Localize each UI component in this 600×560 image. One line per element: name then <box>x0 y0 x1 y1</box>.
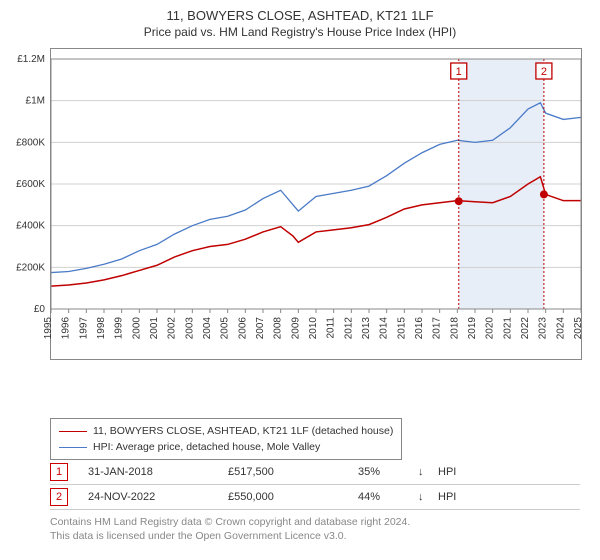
footer-attribution: Contains HM Land Registry data © Crown c… <box>50 515 410 543</box>
event-vs: HPI <box>438 466 456 478</box>
event-date: 24-NOV-2022 <box>88 491 228 503</box>
arrow-down-icon: ↓ <box>418 491 438 503</box>
svg-text:2005: 2005 <box>220 317 231 340</box>
event-pct: 35% <box>358 466 418 478</box>
svg-text:£600K: £600K <box>16 179 45 190</box>
legend: 11, BOWYERS CLOSE, ASHTEAD, KT21 1LF (de… <box>50 418 402 460</box>
svg-text:£400K: £400K <box>16 221 45 232</box>
svg-text:2012: 2012 <box>343 317 354 340</box>
event-table: 1 31-JAN-2018 £517,500 35% ↓ HPI 2 24-NO… <box>50 460 580 510</box>
svg-text:2020: 2020 <box>485 317 496 340</box>
chart-title: 11, BOWYERS CLOSE, ASHTEAD, KT21 1LF <box>0 0 600 23</box>
svg-text:2013: 2013 <box>361 317 372 340</box>
event-marker-box: 1 <box>50 463 68 481</box>
svg-text:2018: 2018 <box>449 317 460 340</box>
legend-swatch <box>59 431 87 432</box>
svg-text:2022: 2022 <box>520 317 531 340</box>
event-marker-box: 2 <box>50 488 68 506</box>
svg-text:2021: 2021 <box>502 317 513 340</box>
event-vs: HPI <box>438 491 456 503</box>
svg-text:2004: 2004 <box>202 317 213 340</box>
event-price: £517,500 <box>228 466 358 478</box>
svg-text:1999: 1999 <box>114 317 125 340</box>
arrow-down-icon: ↓ <box>418 466 438 478</box>
chart-container: 11, BOWYERS CLOSE, ASHTEAD, KT21 1LF Pri… <box>0 0 600 560</box>
plot-area: £0£200K£400K£600K£800K£1M£1.2M1995199619… <box>50 48 582 360</box>
footer-line: This data is licensed under the Open Gov… <box>50 529 410 543</box>
svg-text:2002: 2002 <box>167 317 178 340</box>
svg-text:2019: 2019 <box>467 317 478 340</box>
svg-text:2025: 2025 <box>573 317 584 340</box>
legend-label: 11, BOWYERS CLOSE, ASHTEAD, KT21 1LF (de… <box>93 423 393 439</box>
svg-text:2011: 2011 <box>326 317 337 339</box>
svg-text:1998: 1998 <box>96 317 107 340</box>
svg-text:2003: 2003 <box>184 317 195 340</box>
event-row: 1 31-JAN-2018 £517,500 35% ↓ HPI <box>50 460 580 485</box>
event-pct: 44% <box>358 491 418 503</box>
svg-text:2006: 2006 <box>237 317 248 340</box>
svg-text:2001: 2001 <box>149 317 160 340</box>
svg-text:2024: 2024 <box>555 317 566 340</box>
svg-text:2016: 2016 <box>414 317 425 340</box>
legend-item: HPI: Average price, detached house, Mole… <box>59 439 393 455</box>
event-price: £550,000 <box>228 491 358 503</box>
legend-label: HPI: Average price, detached house, Mole… <box>93 439 320 455</box>
svg-text:£1M: £1M <box>26 96 45 107</box>
svg-text:2009: 2009 <box>290 317 301 340</box>
svg-text:2023: 2023 <box>538 317 549 340</box>
svg-text:2007: 2007 <box>255 317 266 340</box>
svg-text:2000: 2000 <box>131 317 142 340</box>
svg-text:1995: 1995 <box>43 317 54 340</box>
svg-text:1: 1 <box>456 66 462 78</box>
legend-swatch <box>59 447 87 448</box>
svg-text:2: 2 <box>541 66 547 78</box>
svg-text:1996: 1996 <box>61 317 72 340</box>
svg-text:1997: 1997 <box>78 317 89 340</box>
svg-text:2014: 2014 <box>379 317 390 340</box>
event-row: 2 24-NOV-2022 £550,000 44% ↓ HPI <box>50 485 580 510</box>
svg-text:2010: 2010 <box>308 317 319 340</box>
footer-line: Contains HM Land Registry data © Crown c… <box>50 515 410 529</box>
svg-text:2008: 2008 <box>273 317 284 340</box>
svg-text:£800K: £800K <box>16 137 45 148</box>
svg-text:£200K: £200K <box>16 262 45 273</box>
svg-text:2017: 2017 <box>432 317 443 340</box>
chart-subtitle: Price paid vs. HM Land Registry's House … <box>0 23 600 45</box>
svg-text:2015: 2015 <box>396 317 407 340</box>
svg-text:£0: £0 <box>34 304 46 315</box>
legend-item: 11, BOWYERS CLOSE, ASHTEAD, KT21 1LF (de… <box>59 423 393 439</box>
event-date: 31-JAN-2018 <box>88 466 228 478</box>
svg-text:£1.2M: £1.2M <box>17 54 45 65</box>
